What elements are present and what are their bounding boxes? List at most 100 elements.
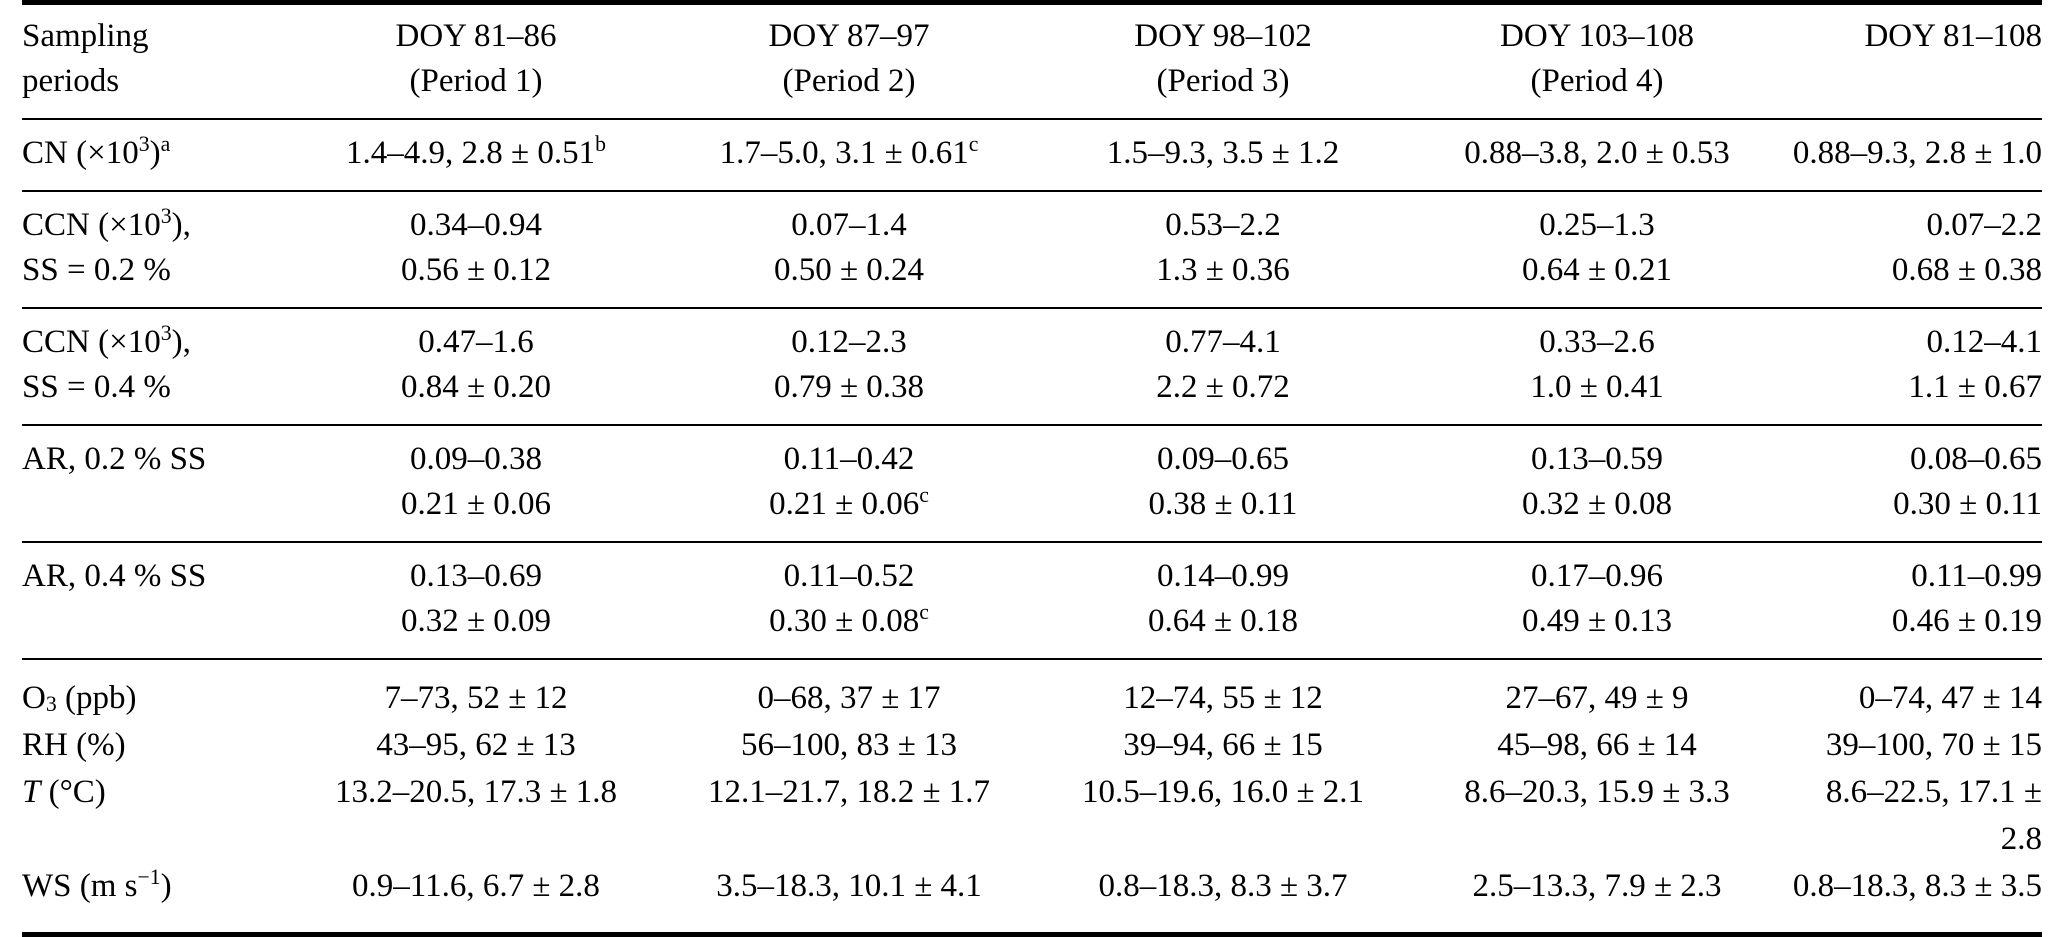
table-row: RH (%) 43–95, 62 ± 13 56–100, 83 ± 13 39–94… [22, 722, 2042, 769]
cell-line: 1.5–9.3, 3.5 ± 1.2 [1106, 135, 1340, 171]
cell-line: 0.21 ± 0.06c [769, 483, 929, 522]
data-cell: 1.7–5.0, 3.1 ± 0.61c [662, 118, 1036, 191]
row-label: CN (×103)a [22, 118, 290, 191]
cell-line: 0.07–2.2 [1926, 207, 2043, 243]
data-cell: 0.12–2.3 0.79 ± 0.38 [662, 307, 1036, 425]
cell-line: 0.09–0.65 [1157, 441, 1289, 477]
cell-line: 0.8–18.3, 8.3 ± 3.5 [1792, 868, 2042, 904]
row-label: T (°C) [22, 769, 290, 863]
cell-line: CCN (×103), [22, 204, 191, 243]
column-header: Sampling periods [22, 2, 290, 120]
cell-line: O3 (ppb) [22, 680, 137, 717]
cell-line: 0.46 ± 0.19 [1891, 603, 2042, 639]
data-cell: 0.09–0.38 0.21 ± 0.06 [290, 424, 662, 542]
cell-line: 1.7–5.0, 3.1 ± 0.61c [719, 132, 979, 171]
data-cell: 0.11–0.99 0.46 ± 0.19 [1784, 541, 2042, 659]
data-cell: 0.09–0.65 0.38 ± 0.11 [1036, 424, 1410, 542]
cell-line: 0.33–2.6 [1539, 324, 1655, 360]
cell-line: 0.79 ± 0.38 [773, 369, 925, 405]
cell-line: 2.5–13.3, 7.9 ± 2.3 [1472, 868, 1722, 904]
data-cell: 0.11–0.42 0.21 ± 0.06c [662, 424, 1036, 542]
cell-line: 10.5–19.6, 16.0 ± 2.1 [1081, 774, 1365, 810]
cell-line: 0.11–0.42 [783, 441, 915, 477]
column-header: DOY 81–86 (Period 1) [290, 2, 662, 120]
cell-line: 0.9–11.6, 6.7 ± 2.8 [352, 868, 600, 904]
data-cell: 0.47–1.6 0.84 ± 0.20 [290, 307, 662, 425]
cell-line: 0.34–0.94 [410, 207, 542, 243]
data-cell: 2.5–13.3, 7.9 ± 2.3 [1410, 863, 1784, 935]
data-cell: 0.07–1.4 0.50 ± 0.24 [662, 190, 1036, 308]
cell-line: 2.2 ± 0.72 [1156, 369, 1290, 405]
cell-line: T (°C) [22, 774, 106, 810]
table-row: O3 (ppb) 7–73, 52 ± 12 0–68, 37 ± 17 12–74,… [22, 658, 2042, 722]
data-cell: 27–67, 49 ± 9 [1410, 658, 1784, 722]
cell-line: 12.1–21.7, 18.2 ± 1.7 [707, 774, 991, 810]
row-label: CCN (×103), SS = 0.4 % [22, 307, 290, 425]
data-cell: 0.07–2.2 0.68 ± 0.38 [1784, 190, 2043, 308]
column-header-line: Sampling [22, 18, 149, 54]
cell-line: 39–94, 66 ± 15 [1123, 727, 1323, 763]
cell-line: 39–100, 70 ± 15 [1825, 727, 2042, 763]
cell-line: 45–98, 66 ± 14 [1497, 727, 1697, 763]
column-header: DOY 98–102 (Period 3) [1036, 2, 1410, 120]
cell-line: 1.3 ± 0.36 [1156, 252, 1290, 288]
column-header-line: (Period 4) [1530, 63, 1664, 99]
cell-line: 8.6–20.3, 15.9 ± 3.3 [1464, 774, 1730, 810]
cell-line: 0.50 ± 0.24 [773, 252, 925, 288]
column-header-line: periods [22, 63, 120, 99]
data-cell: 39–100, 70 ± 15 [1784, 722, 2042, 769]
column-header: DOY 103–108 (Period 4) [1410, 2, 1784, 120]
cell-line: 0.88–3.8, 2.0 ± 0.53 [1464, 135, 1730, 171]
data-cell: 0.88–9.3, 2.8 ± 1.0 [1784, 118, 2042, 191]
data-cell: 56–100, 83 ± 13 [662, 722, 1036, 769]
cell-line: AR, 0.4 % SS [22, 558, 207, 594]
column-header-line: DOY 81–108 [1864, 18, 2042, 54]
cell-line: 0–74, 47 ± 14 [1858, 680, 2042, 716]
cell-line: 0.38 ± 0.11 [1148, 486, 1298, 522]
column-header-line: DOY 103–108 [1499, 18, 1695, 54]
data-cell: 0–68, 37 ± 17 [662, 658, 1036, 722]
table-header-row: Sampling periods DOY 81–86 (Period 1) DOY 87… [22, 2, 2042, 120]
data-cell: 0.88–3.8, 2.0 ± 0.53 [1410, 118, 1784, 191]
data-cell: 8.6–22.5, 17.1 ± 2.8 [1784, 769, 2042, 863]
cell-line: 0.13–0.69 [410, 558, 542, 594]
cell-line: 0.56 ± 0.12 [400, 252, 552, 288]
data-cell: 43–95, 62 ± 13 [290, 722, 662, 769]
table-row: CCN (×103), SS = 0.4 % 0.47–1.6 0.84 ± 0.20… [22, 307, 2043, 425]
cell-line: 0.12–4.1 [1926, 324, 2043, 360]
cell-line: AR, 0.2 % SS [22, 441, 207, 477]
column-header: DOY 81–108 [1784, 2, 2042, 120]
cell-line: 27–67, 49 ± 9 [1505, 680, 1689, 716]
data-cell: 1.5–9.3, 3.5 ± 1.2 [1036, 118, 1410, 191]
row-group: CN (×103)a 1.4–4.9, 2.8 ± 0.51b 1.7–5.0, 3… [22, 118, 2042, 191]
cell-line: 8.6–22.5, 17.1 ± 2.8 [1825, 774, 2042, 857]
data-cell: 0.8–18.3, 8.3 ± 3.5 [1784, 863, 2042, 935]
cell-line: RH (%) [22, 727, 126, 763]
cell-line: 0.30 ± 0.08c [769, 600, 929, 639]
cell-line: CN (×103)a [22, 132, 171, 171]
data-cell: 8.6–20.3, 15.9 ± 3.3 [1410, 769, 1784, 863]
cell-line: 0.17–0.96 [1531, 558, 1663, 594]
data-cell: 7–73, 52 ± 12 [290, 658, 662, 722]
cell-line: 0.88–9.3, 2.8 ± 1.0 [1792, 135, 2042, 171]
table-row: WS (m s−1) 0.9–11.6, 6.7 ± 2.8 3.5–18.3, 1… [22, 863, 2042, 935]
data-cell: 0.33–2.6 1.0 ± 0.41 [1410, 307, 1784, 425]
data-cell: 0.25–1.3 0.64 ± 0.21 [1410, 190, 1784, 308]
cell-line: 0.64 ± 0.18 [1147, 603, 1299, 639]
column-header: DOY 87–97 (Period 2) [662, 2, 1036, 120]
table-row: AR, 0.4 % SS 0.13–0.69 0.32 ± 0.09 0.11–0.5… [22, 541, 2042, 659]
cell-line: 7–73, 52 ± 12 [384, 680, 568, 716]
table-header: Sampling periods DOY 81–86 (Period 1) DOY 87… [22, 2, 2042, 120]
cell-line: 0.11–0.99 [1911, 558, 2042, 594]
cell-line: 0–68, 37 ± 17 [757, 680, 941, 716]
data-cell: 0.77–4.1 2.2 ± 0.72 [1036, 307, 1410, 425]
data-cell: 45–98, 66 ± 14 [1410, 722, 1784, 769]
cell-line: 0.49 ± 0.13 [1521, 603, 1673, 639]
row-label: O3 (ppb) [22, 658, 290, 722]
data-cell: 39–94, 66 ± 15 [1036, 722, 1410, 769]
row-group: O3 (ppb) 7–73, 52 ± 12 0–68, 37 ± 17 12–74,… [22, 658, 2042, 935]
cell-line: 0.68 ± 0.38 [1891, 252, 2042, 288]
cell-line: 0.64 ± 0.21 [1521, 252, 1673, 288]
cell-line: 43–95, 62 ± 13 [376, 727, 576, 763]
